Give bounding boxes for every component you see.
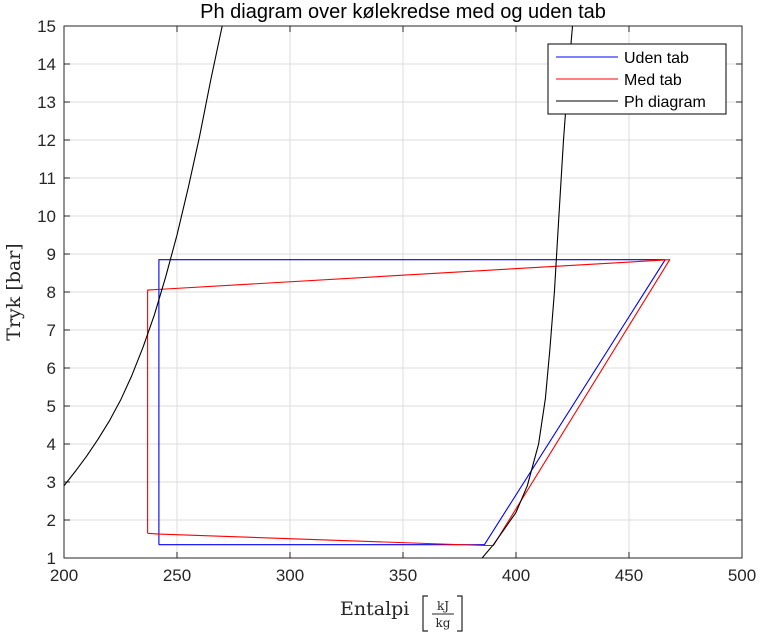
y-tick-label: 10	[37, 207, 56, 226]
x-axis-label-text: Entalpi	[340, 598, 409, 620]
series-line-ph-diagram	[64, 26, 223, 487]
x-tick-label: 400	[502, 566, 530, 585]
y-tick-label: 12	[37, 131, 56, 150]
x-tick-label: 450	[615, 566, 643, 585]
y-tick-label: 6	[47, 359, 56, 378]
y-tick-label: 14	[37, 55, 56, 74]
x-unit-right-bracket	[457, 595, 463, 632]
y-tick-label: 8	[47, 283, 56, 302]
y-tick-label: 4	[47, 435, 56, 454]
x-tick-label: 300	[276, 566, 304, 585]
legend-label-uden-tab: Uden tab	[624, 50, 689, 67]
plot-frame	[63, 25, 743, 559]
series-line-med-tab	[147, 259, 671, 547]
y-tick-label: 15	[37, 17, 56, 36]
legend: Uden tab Med tab Ph diagram	[547, 43, 727, 115]
x-unit-denominator: kg	[436, 616, 451, 630]
legend-label-med-tab: Med tab	[624, 72, 682, 89]
legend-label-ph-diagram: Ph diagram	[624, 94, 706, 111]
y-tick-label: 13	[37, 93, 56, 112]
x-tick-label: 200	[50, 566, 78, 585]
y-tick-label: 9	[47, 245, 56, 264]
y-tick-label: 1	[47, 549, 56, 568]
x-unit-numerator: kJ	[437, 599, 449, 613]
chart-title: Ph diagram over kølekredse med og uden t…	[200, 1, 606, 23]
x-tick-label: 250	[163, 566, 191, 585]
y-tick-label: 7	[47, 321, 56, 340]
tick-labels: 200 250 300 350 400 450 5001234567891011121314…	[37, 17, 756, 585]
x-tick-label: 500	[728, 566, 756, 585]
y-tick-label: 2	[47, 511, 56, 530]
y-tick-label: 11	[38, 169, 56, 188]
y-tick-label: 3	[47, 473, 56, 492]
axes	[63, 25, 743, 559]
y-axis-label: Tryk [bar]	[3, 243, 25, 340]
series-line-ph-diagram-dew	[481, 26, 574, 558]
x-axis-label: Entalpi kJ kg	[340, 595, 463, 632]
series-lines	[64, 26, 671, 558]
x-unit-left-bracket	[422, 595, 428, 632]
x-tick-label: 350	[389, 566, 417, 585]
y-tick-label: 5	[47, 397, 56, 416]
